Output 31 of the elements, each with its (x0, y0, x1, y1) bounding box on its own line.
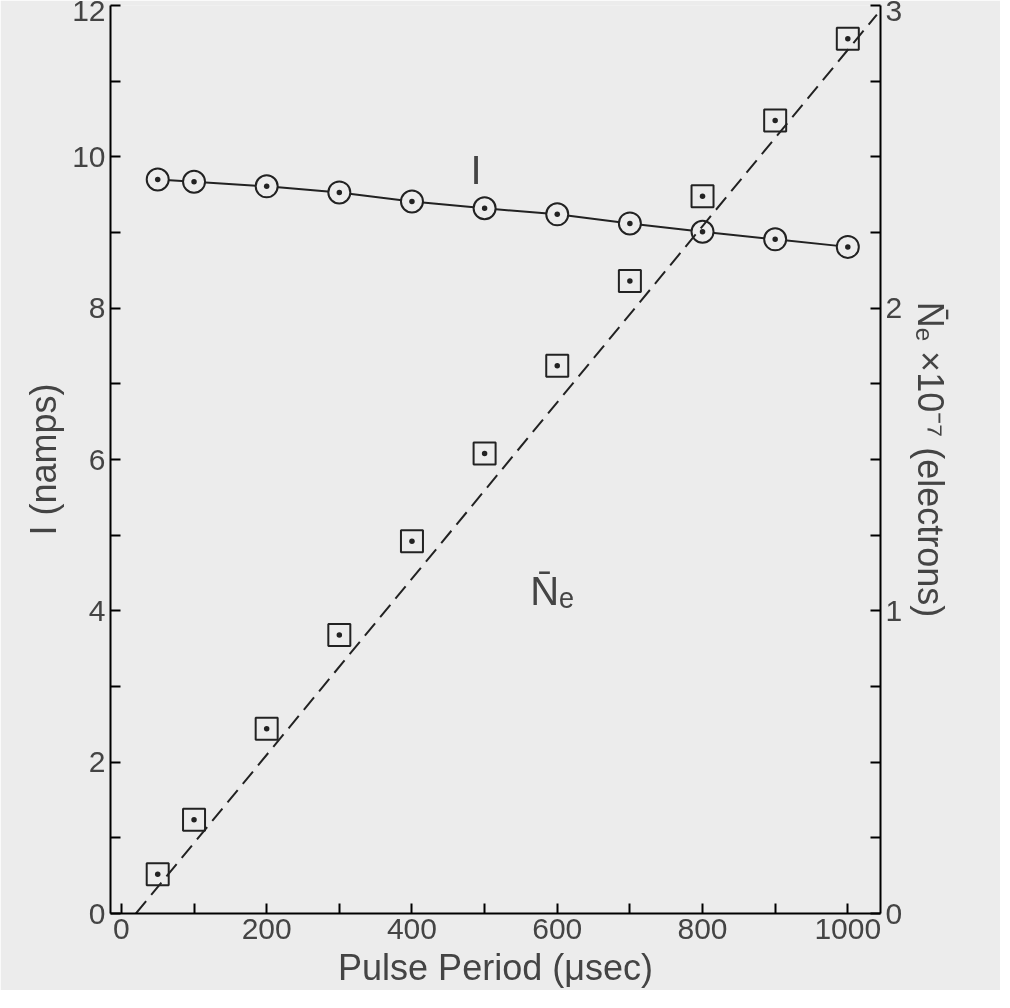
point (182, 169, 207, 194)
y2-tick-label: 2 (885, 291, 903, 325)
y-tick-label: 8 (88, 291, 106, 325)
point (835, 234, 860, 259)
annotation: I (470, 147, 482, 192)
x-axis-title: Pulse Period (μsec) (338, 946, 653, 988)
y-tick-label: 12 (72, 0, 106, 27)
y-axis-title: I (namps) (23, 383, 65, 536)
x-tick-label: 1000 (814, 911, 882, 945)
y-tick-label: 4 (88, 593, 106, 627)
x-tick-label: 600 (532, 911, 583, 945)
y-tick-label: 10 (72, 139, 106, 173)
point (472, 196, 497, 221)
x-tick-label: 400 (386, 911, 437, 945)
y-tick-label: 2 (88, 745, 106, 779)
x-tick-label: 200 (241, 911, 292, 945)
x-tick-label: 800 (677, 911, 728, 945)
x-tick-label: 0 (113, 911, 130, 945)
y2-tick-label: 1 (885, 593, 903, 627)
point (254, 174, 279, 199)
y-tick-label: 6 (88, 442, 106, 476)
y2-axis-title: N̄ₑ ×10⁻⁷ (electrons) (910, 301, 952, 618)
point (145, 167, 170, 192)
point (399, 189, 424, 214)
point (763, 227, 788, 252)
point (327, 180, 352, 205)
annotation: N̄ₑ (530, 569, 574, 614)
point (545, 202, 570, 227)
point (690, 219, 715, 244)
point (617, 211, 642, 236)
y2-tick-label: 3 (885, 0, 903, 27)
